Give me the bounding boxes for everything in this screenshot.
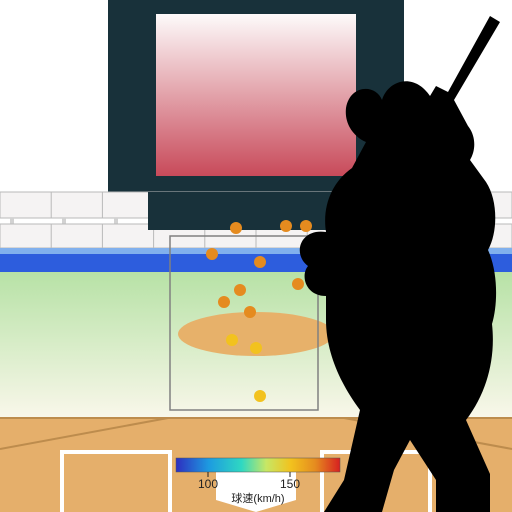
pitch-marker: [254, 390, 266, 402]
legend-tick-label: 150: [280, 477, 300, 491]
pitch-marker: [244, 306, 256, 318]
pitch-marker: [292, 278, 304, 290]
pitch-marker: [226, 334, 238, 346]
pitch-marker: [280, 220, 292, 232]
pitch-marker: [234, 284, 246, 296]
pitch-marker: [254, 256, 266, 268]
legend-tick-label: 100: [198, 477, 218, 491]
pitch-marker: [250, 342, 262, 354]
pitch-marker: [300, 220, 312, 232]
pitch-marker: [218, 296, 230, 308]
legend-axis-label: 球速(km/h): [231, 491, 284, 505]
pitch-marker: [230, 222, 242, 234]
scoreboard-screen: [156, 14, 356, 176]
legend-colorbar: [176, 458, 340, 472]
pitch-marker: [206, 248, 218, 260]
